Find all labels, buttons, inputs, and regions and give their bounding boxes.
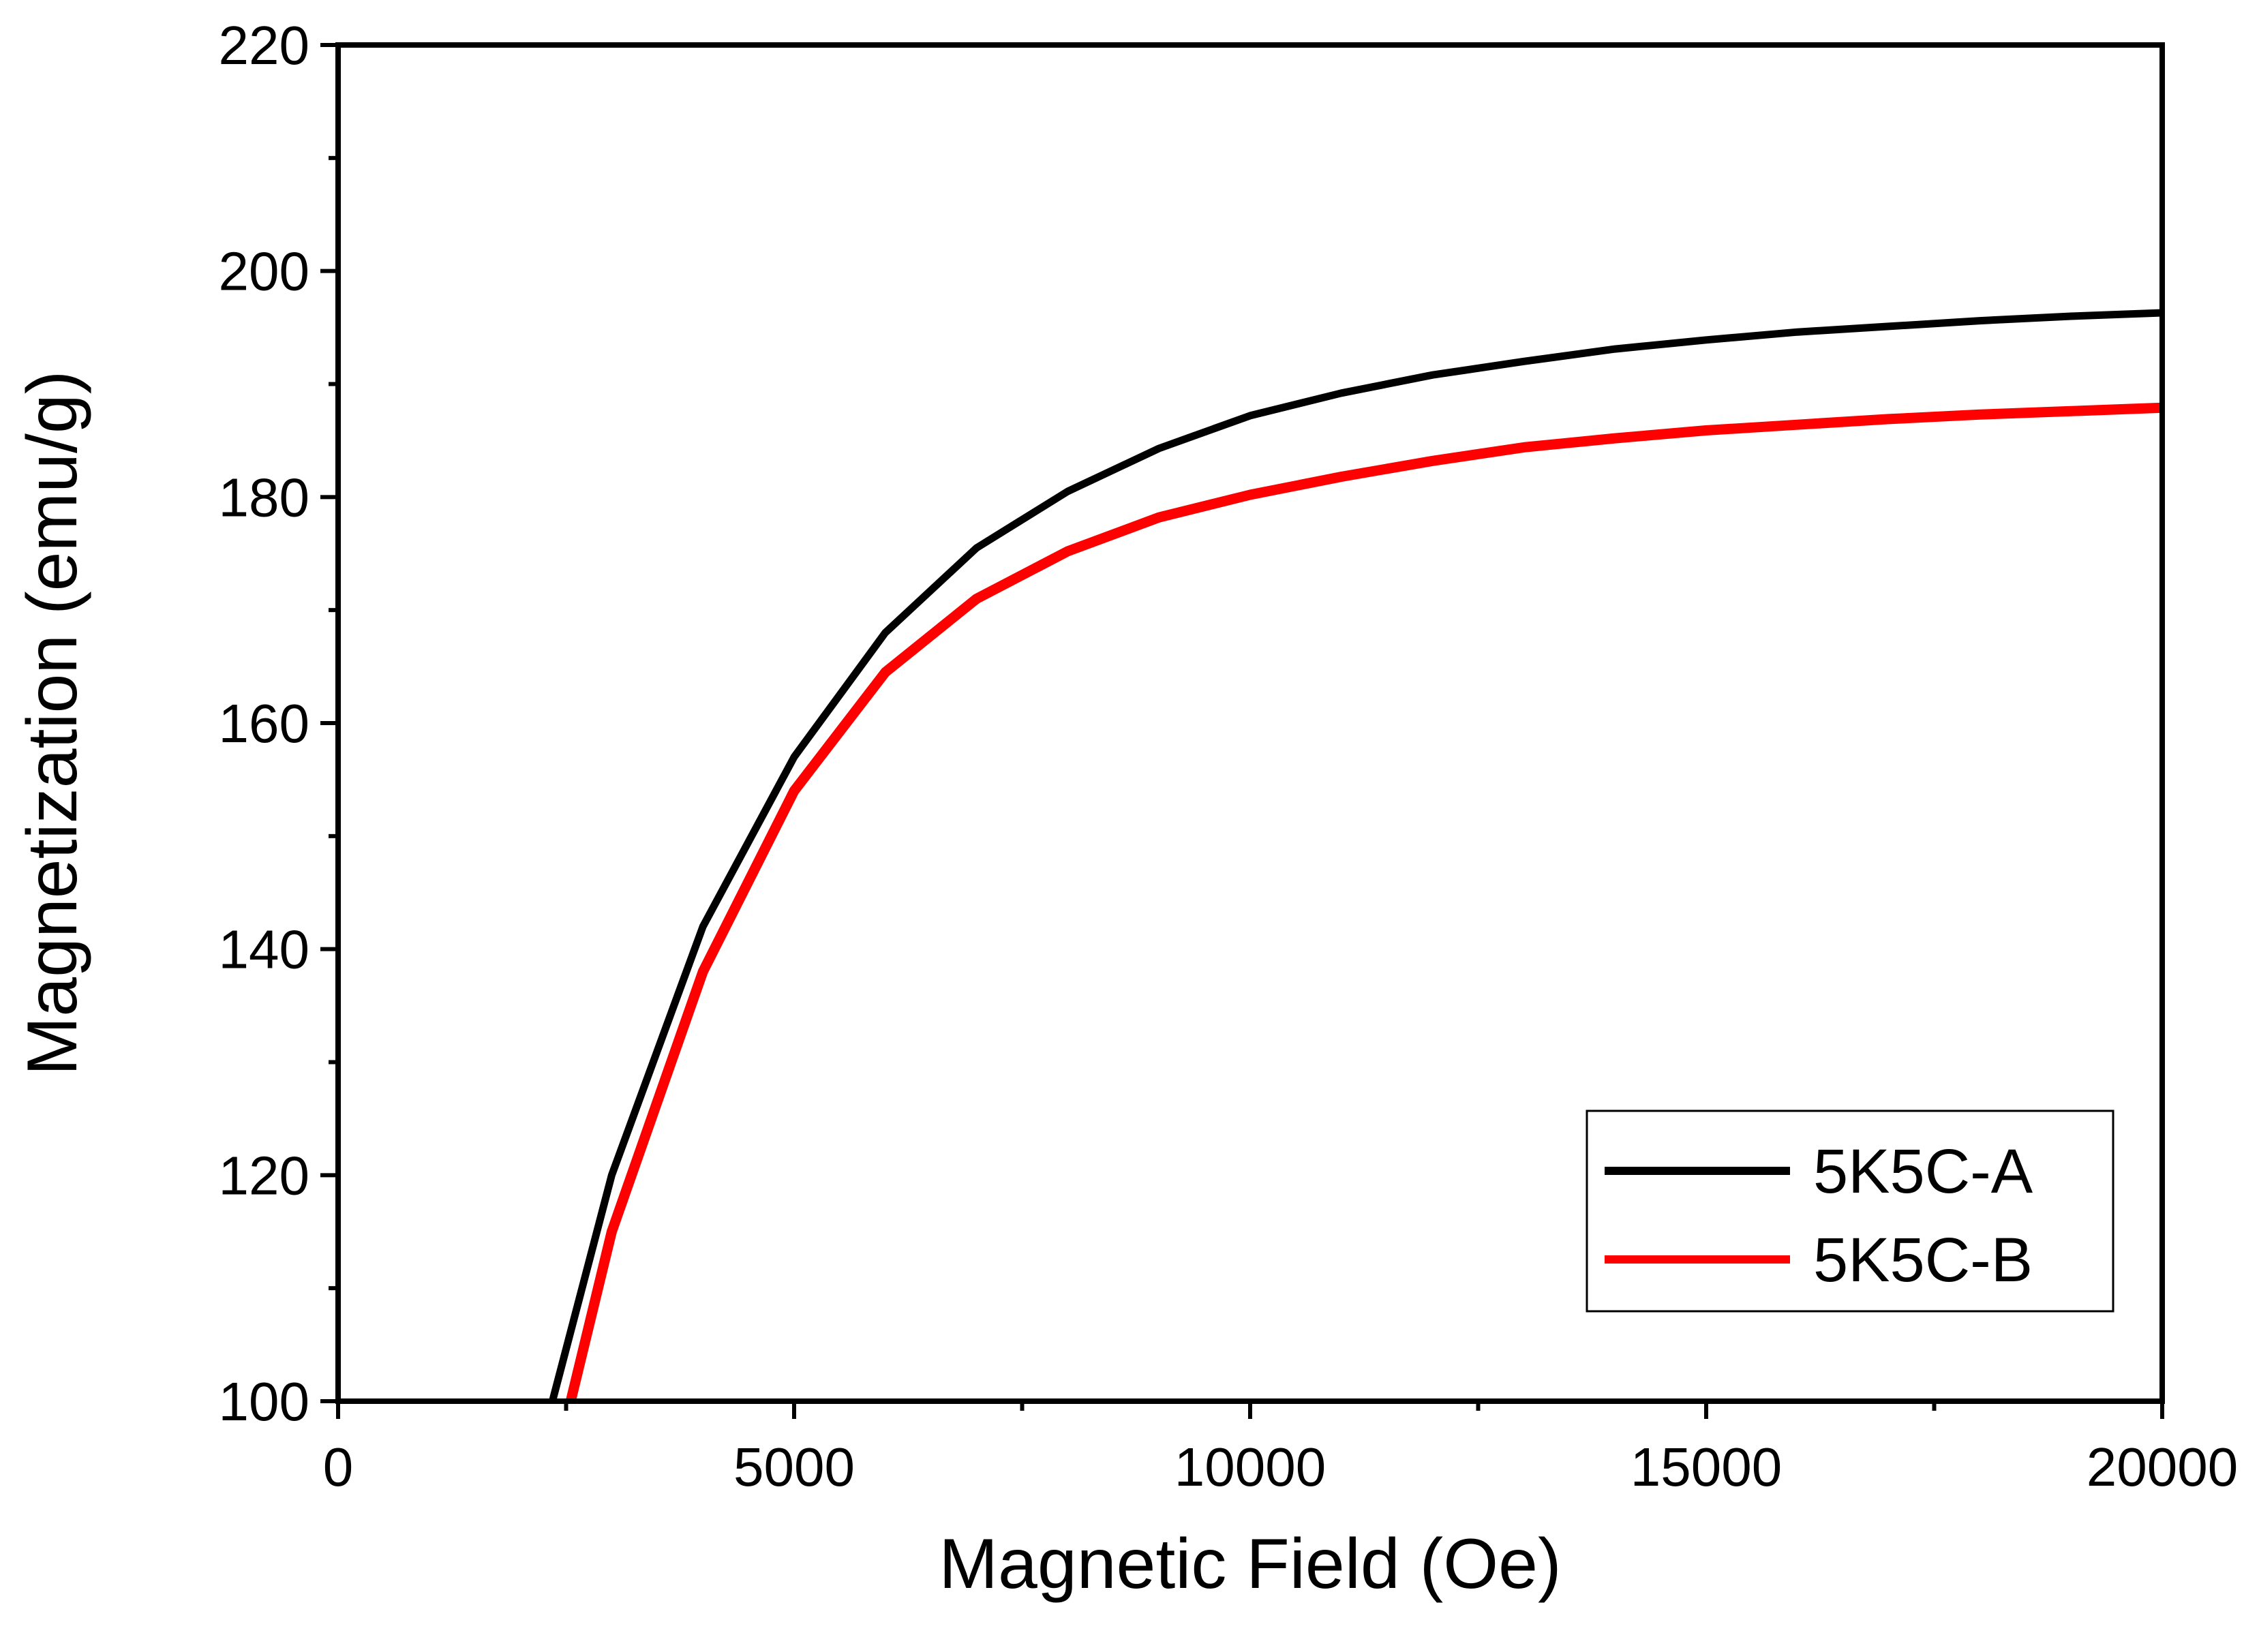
- x-tick-label: 0: [323, 1437, 354, 1497]
- legend-label-5k5c-b: 5K5C-B: [1813, 1225, 2033, 1295]
- legend-box: [1586, 1110, 2114, 1313]
- tick-layer: [320, 43, 2164, 1419]
- legend: 5K5C-A 5K5C-B: [1586, 1110, 2114, 1313]
- y-tick-label: 200: [219, 241, 309, 302]
- y-tick-label: 100: [219, 1371, 309, 1432]
- y-tick-label: 160: [219, 693, 309, 754]
- tick-label-layer: 0 5000 10000 15000 20000 100 120 140 160 180 200 22…: [219, 15, 2239, 1497]
- y-tick-label: 220: [219, 15, 309, 76]
- series-layer: [549, 309, 2163, 1403]
- x-axis-title: Magnetic Field (Oe): [939, 1525, 1561, 1604]
- y-tick-label: 120: [219, 1145, 309, 1206]
- series-line-5k5c-b: [565, 402, 2163, 1403]
- x-tick-label: 5000: [733, 1437, 855, 1497]
- series-line-5k5c-a: [549, 309, 2163, 1403]
- legend-label-5k5c-a: 5K5C-A: [1813, 1137, 2033, 1206]
- x-tick-label: 15000: [1631, 1437, 1782, 1497]
- x-tick-label: 10000: [1174, 1437, 1326, 1497]
- y-tick-label: 140: [219, 919, 309, 980]
- y-axis-title: Magnetization (emu/g): [13, 371, 92, 1076]
- x-tick-label: 20000: [2087, 1437, 2238, 1497]
- y-tick-label: 180: [219, 467, 309, 527]
